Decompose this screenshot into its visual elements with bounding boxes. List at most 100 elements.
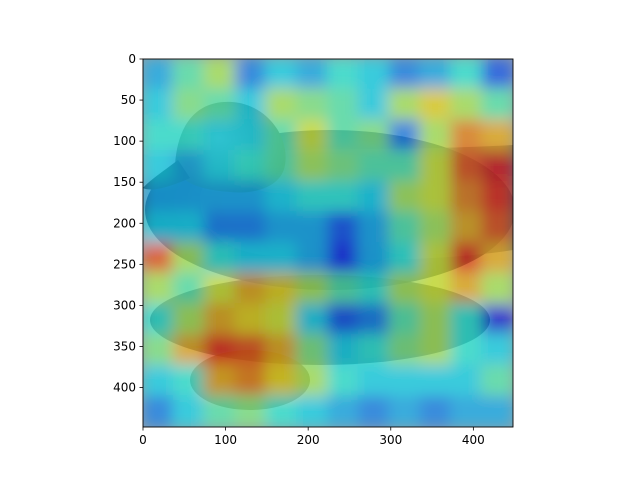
heatmap-cell [388,364,422,398]
heatmap-cell [327,180,360,214]
heatmap-cell [172,119,206,152]
heatmap-cell [357,395,391,427]
heatmap-cell [327,88,360,122]
heatmap-cell [481,150,513,183]
heatmap-cell [388,242,422,275]
heatmap-cell [172,180,206,214]
heatmap-cell [265,119,299,152]
heatmap-cell [419,119,453,152]
heatmap-cell [265,395,299,427]
heatmap-cell [388,395,422,427]
heatmap-cell [143,272,175,306]
heatmap-cell [357,303,391,336]
heatmap-cell [172,364,206,398]
heatmap-cell [143,59,175,91]
heatmap-cell [296,150,329,183]
heatmap-cell [388,150,422,183]
heatmap-cells [143,59,513,427]
heatmap-cell [234,303,268,336]
heatmap-cell [419,88,453,122]
heatmap-cell [143,303,175,336]
heatmap-cell [172,88,206,122]
heatmap-cell [172,59,206,91]
heatmap-cell [450,272,484,306]
heatmap-cell [143,334,175,367]
heatmap-cell [172,242,206,275]
heatmap-cell [450,119,484,152]
y-tick-label: 250 [113,257,136,271]
heatmap-cell [388,180,422,214]
heatmap-cell [481,211,513,244]
heatmap-cell [357,242,391,275]
heatmap-cell [265,364,299,398]
x-tick-label: 100 [214,433,237,447]
heatmap-cell [203,334,237,367]
heatmap-cell [481,334,513,367]
y-tick-label: 100 [113,134,136,148]
heatmap-cell [481,119,513,152]
heatmap-cell [357,119,391,152]
heatmap-cell [265,88,299,122]
heatmap-cell [296,303,329,336]
heatmap-cell [327,272,360,306]
heatmap-cell [388,88,422,122]
heatmap-cell [450,180,484,214]
y-axis: 0 50 100 150 200 250 300 350 400 [113,52,143,395]
heatmap-overlay [143,59,513,427]
heatmap-cell [296,364,329,398]
heatmap-cell [203,272,237,306]
heatmap-cell [143,242,175,275]
heatmap-cell [327,334,360,367]
heatmap-cell [388,59,422,91]
heatmap-cell [481,395,513,427]
heatmap-cell [234,334,268,367]
heatmap-cell [203,59,237,91]
x-tick-label: 400 [462,433,485,447]
heatmap-cell [203,211,237,244]
heatmap-cell [388,303,422,336]
heatmap-cell [450,88,484,122]
heatmap-cell [265,211,299,244]
heatmap-cell [203,395,237,427]
heatmap-cell [419,272,453,306]
heatmap-cell [172,150,206,183]
heatmap-cell [327,364,360,398]
heatmap-cell [327,119,360,152]
heatmap-cell [234,150,268,183]
heatmap-cell [357,334,391,367]
heatmap-cell [481,59,513,91]
heatmap-cell [203,364,237,398]
heatmap-cell [481,88,513,122]
heatmap-cell [203,242,237,275]
heatmap-cell [265,242,299,275]
heatmap-cell [296,59,329,91]
heatmap-cell [419,364,453,398]
heatmap-cell [203,119,237,152]
heatmap-cell [203,180,237,214]
heatmap-cell [296,242,329,275]
heatmap-cell [481,180,513,214]
heatmap-cell [450,303,484,336]
heatmap-cell [265,334,299,367]
heatmap-cell [450,150,484,183]
heatmap-cell [143,364,175,398]
heatmap-cell [327,150,360,183]
heatmap-cell [481,303,513,336]
x-tick-label: 300 [379,433,402,447]
heatmap-cell [234,119,268,152]
plot-area [142,58,514,428]
heatmap-cell [265,180,299,214]
heatmap-cell [296,180,329,214]
heatmap-cell [419,180,453,214]
x-axis: 0 100 200 300 400 [139,427,485,447]
heatmap-cell [234,180,268,214]
heatmap-cell [296,211,329,244]
heatmap-cell [143,119,175,152]
heatmap-cell [265,59,299,91]
heatmap-cell [388,334,422,367]
heatmap-cell [419,395,453,427]
heatmap-cell [143,180,175,214]
heatmap-cell [234,88,268,122]
heatmap-cell [172,211,206,244]
